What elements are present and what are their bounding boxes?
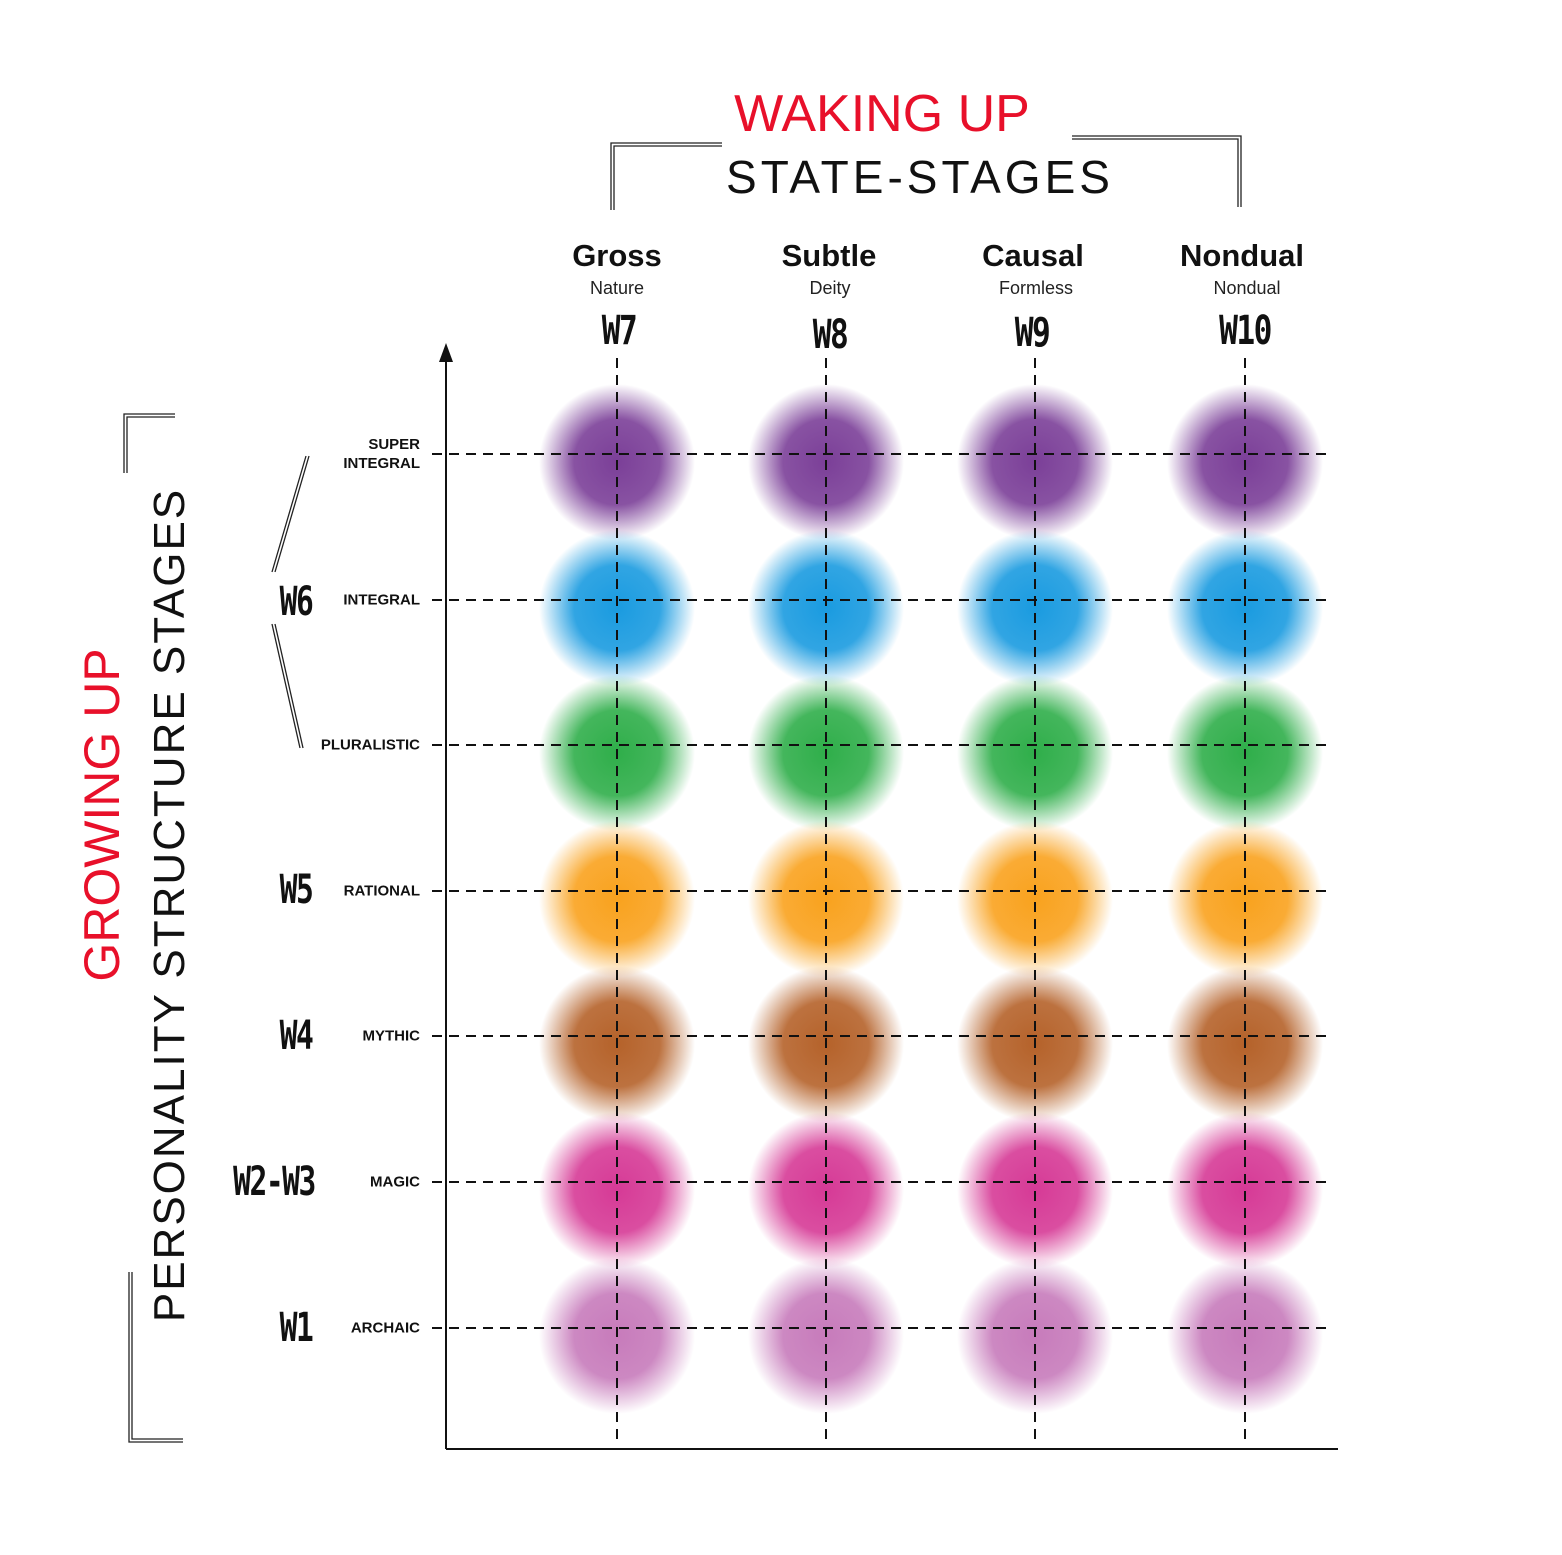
row-label: MYTHIC xyxy=(362,1027,421,1045)
waking-up-title: WAKING UP xyxy=(734,85,1030,143)
left-bracket-bottom xyxy=(128,1272,183,1443)
stage-blob xyxy=(957,530,1113,686)
stage-blob xyxy=(957,1112,1113,1268)
column-subtitle: Deity xyxy=(809,278,851,298)
row-label: INTEGRAL xyxy=(343,591,420,609)
row-code: W4 xyxy=(279,1013,314,1059)
column-name: Gross xyxy=(572,238,662,273)
row-label: ARCHAIC xyxy=(350,1319,420,1337)
stage-blob xyxy=(748,530,904,686)
row-code: W2-W3 xyxy=(233,1159,316,1205)
w6-brace xyxy=(271,455,310,749)
column-code: W9 xyxy=(1014,310,1051,356)
stage-blob xyxy=(748,821,904,977)
stage-blob xyxy=(539,821,695,977)
y-axis-arrow xyxy=(439,343,453,362)
row-code: W1 xyxy=(279,1305,314,1351)
stage-blob xyxy=(539,530,695,686)
top-bracket xyxy=(610,135,1242,210)
stage-blob xyxy=(1167,530,1323,686)
stage-blob xyxy=(1167,1112,1323,1268)
state-stages-title: STATE-STAGES xyxy=(726,151,1114,203)
column-code: W7 xyxy=(601,308,638,354)
row-code: W5 xyxy=(279,867,314,913)
grid-lines xyxy=(432,358,1332,1443)
column-subtitle: Formless xyxy=(998,278,1074,298)
column-subtitle: Nondual xyxy=(1213,278,1281,298)
column-code: W10 xyxy=(1219,308,1272,354)
left-bracket-top xyxy=(123,413,175,473)
column-name: Causal xyxy=(982,238,1084,273)
row-label: MAGIC xyxy=(370,1173,420,1191)
column-name: Subtle xyxy=(781,238,877,273)
row-label: PLURALISTIC xyxy=(320,736,420,754)
column-name: Nondual xyxy=(1180,238,1304,273)
stage-blob xyxy=(539,1112,695,1268)
row-label: RATIONAL xyxy=(343,882,420,900)
stage-blob xyxy=(748,1112,904,1268)
stage-blob xyxy=(957,821,1113,977)
column-subtitle: Nature xyxy=(589,278,645,298)
row-label: SUPER INTEGRAL xyxy=(343,436,420,472)
stage-blob xyxy=(1167,821,1323,977)
stage-blob-group xyxy=(539,384,1323,1414)
column-code: W8 xyxy=(812,312,849,358)
row-code: W6 xyxy=(279,579,314,625)
